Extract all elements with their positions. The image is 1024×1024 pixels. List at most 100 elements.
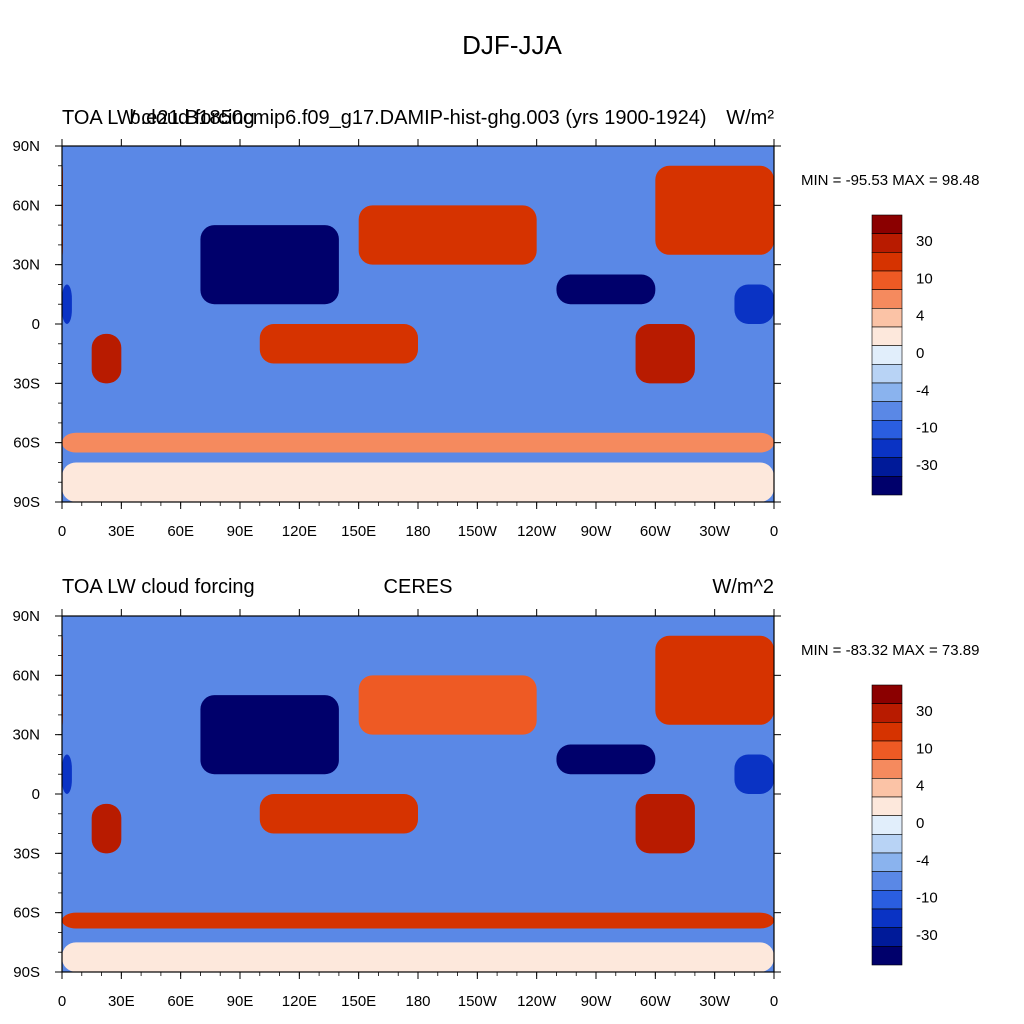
y-tick-label: 60N	[12, 667, 40, 684]
right-title: W/m²	[726, 107, 774, 129]
colorbar-swatch	[871, 289, 903, 309]
field-region-0-1	[62, 754, 72, 794]
colorbar-label: 30	[916, 703, 933, 720]
y-tick-label: 0	[32, 316, 40, 333]
x-tick-label: 0	[770, 993, 778, 1010]
colorbar-swatch	[871, 759, 903, 779]
y-tick-label: 60N	[12, 197, 40, 214]
colorbar-swatch	[871, 722, 903, 742]
field-layer	[62, 146, 774, 502]
x-tick-label: 120E	[282, 523, 317, 540]
y-tick-label: 60S	[13, 435, 40, 452]
colorbar-label: -4	[916, 382, 929, 399]
colorbar-swatch	[871, 326, 903, 346]
field-region-1	[91, 803, 122, 854]
x-tick-label: 120W	[517, 523, 557, 540]
colorbar-swatch	[871, 834, 903, 854]
field-region-9	[62, 942, 774, 972]
colorbar-swatch	[871, 852, 903, 872]
y-tick-label: 90N	[12, 138, 40, 155]
colorbar-swatch	[871, 778, 903, 798]
x-tick-label: 0	[58, 523, 66, 540]
colorbar-swatch	[871, 927, 903, 947]
main-title: DJF-JJA	[462, 30, 562, 60]
x-tick-label: 180	[405, 523, 430, 540]
x-tick-label: 180	[405, 993, 430, 1010]
colorbar-swatch	[871, 476, 903, 496]
x-tick-label: 120W	[517, 993, 557, 1010]
colorbar-swatch	[871, 382, 903, 402]
colorbar-swatch	[871, 364, 903, 384]
field-region-4	[358, 205, 537, 265]
colorbar-swatch	[871, 703, 903, 723]
field-region-5	[635, 794, 695, 854]
right-title: W/m^2	[712, 576, 774, 598]
x-tick-label: 30E	[108, 523, 135, 540]
field-region-7-0	[655, 165, 774, 255]
colorbar-label: -10	[916, 420, 938, 437]
colorbar-swatch	[871, 345, 903, 365]
y-tick-label: 30N	[12, 727, 40, 744]
x-tick-label: 150W	[458, 523, 498, 540]
x-tick-label: 0	[770, 523, 778, 540]
field-region-0-0	[734, 754, 774, 794]
x-tick-label: 60W	[640, 993, 672, 1010]
field-region-8	[62, 432, 774, 453]
x-tick-label: 150E	[341, 993, 376, 1010]
left-title: TOA LW cloud forcing	[62, 107, 255, 129]
colorbar-swatch	[871, 270, 903, 290]
field-region-0-1	[62, 284, 72, 324]
field-region-2	[200, 695, 339, 775]
field-region-3	[259, 794, 418, 834]
colorbar-swatch	[871, 871, 903, 891]
colorbar-swatch	[871, 815, 903, 835]
field-layer	[62, 616, 774, 972]
colorbar-swatch	[871, 420, 903, 440]
field-region-0-0	[734, 284, 774, 324]
colorbar-label: -30	[916, 927, 938, 944]
colorbar-label: 0	[916, 815, 924, 832]
field-region-6	[556, 274, 656, 305]
field-region-1	[91, 333, 122, 384]
min-max-label: MIN = -83.32 MAX = 73.89	[801, 642, 979, 659]
colorbar-swatch	[871, 401, 903, 421]
x-tick-label: 90W	[581, 993, 613, 1010]
colorbar-swatch	[871, 796, 903, 816]
field-region-7-0	[655, 635, 774, 725]
colorbar-label: 4	[916, 308, 924, 325]
colorbar-swatch	[871, 214, 903, 234]
field-region-4	[358, 675, 537, 735]
y-tick-label: 30S	[13, 375, 40, 392]
colorbar-label: 10	[916, 740, 933, 757]
x-tick-label: 150E	[341, 523, 376, 540]
center-title: CERES	[384, 576, 453, 598]
colorbar-swatch	[871, 252, 903, 272]
x-tick-label: 30W	[699, 523, 731, 540]
field-region-6	[556, 744, 656, 775]
x-tick-label: 60E	[167, 993, 194, 1010]
colorbar-swatch	[871, 946, 903, 966]
colorbar-label: 30	[916, 233, 933, 250]
colorbar-label: 4	[916, 778, 924, 795]
x-tick-label: 30E	[108, 993, 135, 1010]
colorbar-swatch	[871, 890, 903, 910]
x-tick-label: 90E	[227, 523, 254, 540]
x-tick-label: 90E	[227, 993, 254, 1010]
center-title: b.e21.B1850cmip6.f09_g17.DAMIP-hist-ghg.…	[129, 107, 706, 129]
colorbar-label: -4	[916, 852, 929, 869]
colorbar-label: -10	[916, 890, 938, 907]
colorbar-swatch	[871, 684, 903, 704]
colorbar-swatch	[871, 740, 903, 760]
y-tick-label: 30S	[13, 845, 40, 862]
field-region-3	[259, 324, 418, 364]
colorbar-swatch	[871, 457, 903, 477]
colorbar-label: -30	[916, 457, 938, 474]
field-region-8	[62, 912, 774, 929]
panel-2: TOA LW cloud forcing CERES W/m^2 0 30E 60E 90E…	[12, 576, 979, 1010]
left-title: TOA LW cloud forcing	[62, 576, 255, 598]
x-tick-label: 60W	[640, 523, 672, 540]
panel-1: TOA LW cloud forcingb.e21.B1850cmip6.f09…	[12, 107, 979, 540]
y-tick-label: 90N	[12, 608, 40, 625]
x-tick-label: 120E	[282, 993, 317, 1010]
